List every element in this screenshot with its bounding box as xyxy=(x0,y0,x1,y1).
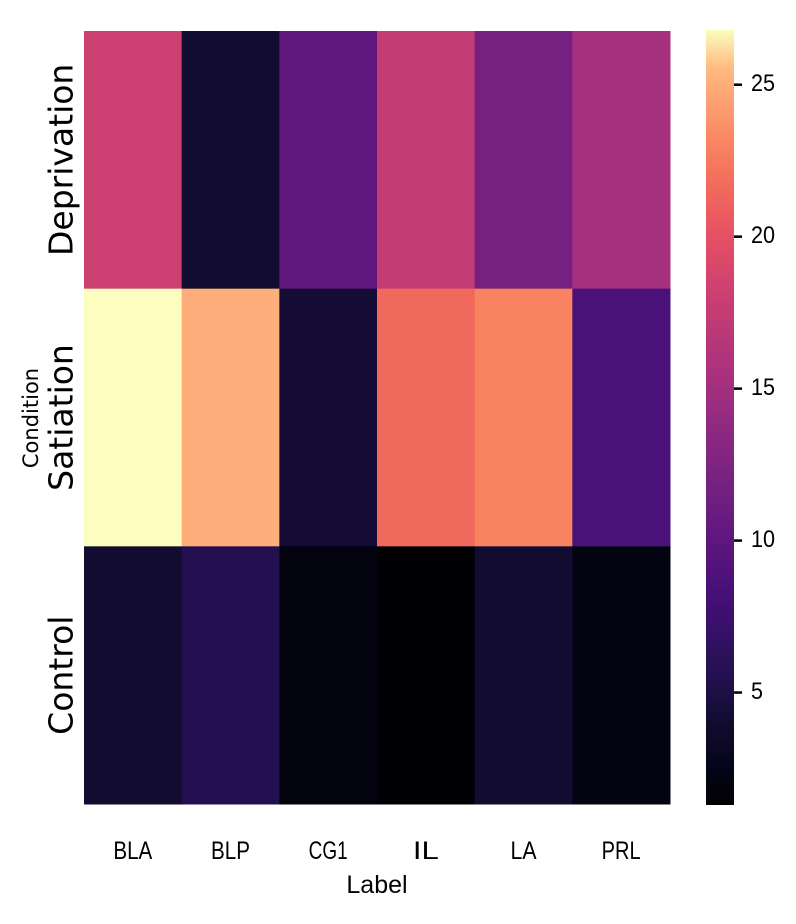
heatmap-cell-deprivation-prl xyxy=(572,31,671,290)
heatmap-cell-deprivation-bla xyxy=(84,31,183,290)
heatmap-cell-deprivation-cg1 xyxy=(279,31,378,290)
colorbar-tick-label-20: 20 xyxy=(751,222,775,249)
heatmap-cell-satiation-il xyxy=(377,288,476,547)
x-tick-label-prl: PRL xyxy=(602,837,641,865)
x-tick-label-cg1: CG1 xyxy=(309,837,348,865)
heatmap-cell-deprivation-blp xyxy=(181,31,280,290)
x-tick-label-blp: BLP xyxy=(211,837,250,865)
colorbar xyxy=(706,30,734,805)
heatmap-cell-control-cg1 xyxy=(279,546,378,805)
heatmap-cell-control-bla xyxy=(84,546,183,805)
colorbar-tick-label-15: 15 xyxy=(751,374,775,401)
heatmap-cell-control-la xyxy=(474,546,573,805)
heatmap-cell-satiation-cg1 xyxy=(279,288,378,547)
x-axis-title: Label xyxy=(346,871,407,899)
y-tick-label-deprivation: Deprivation xyxy=(42,64,81,256)
x-tick-label-il: IL xyxy=(413,837,439,865)
heatmap-cell-control-il xyxy=(377,546,476,805)
y-tick-label-satiation: Satiation xyxy=(42,344,81,491)
x-tick-label-la: LA xyxy=(511,837,537,865)
heatmap-cell-deprivation-il xyxy=(377,31,476,290)
heatmap-cell-satiation-prl xyxy=(572,288,671,547)
heatmap-cell-deprivation-la xyxy=(474,31,573,290)
y-tick-label-control: Control xyxy=(42,616,81,735)
heatmap-cells xyxy=(84,31,671,805)
heatmap-cell-satiation-blp xyxy=(181,288,280,547)
x-tick-labels: BLA BLP CG1 IL LA PRL xyxy=(113,837,640,865)
heatmap-cell-satiation-la xyxy=(474,288,573,547)
colorbar-tick-label-25: 25 xyxy=(751,70,775,97)
y-axis-title: Condition xyxy=(19,368,43,468)
colorbar-tick-label-5: 5 xyxy=(751,678,763,705)
heatmap-cell-control-blp xyxy=(181,546,280,805)
heatmap-cell-control-prl xyxy=(572,546,671,805)
x-tick-label-bla: BLA xyxy=(113,837,152,865)
y-tick-labels: Deprivation Satiation Control xyxy=(42,64,81,735)
colorbar-tick-label-10: 10 xyxy=(751,526,775,553)
colorbar-ticks: 5 10 15 20 25 xyxy=(734,70,775,705)
heatmap-cell-satiation-bla xyxy=(84,288,183,547)
